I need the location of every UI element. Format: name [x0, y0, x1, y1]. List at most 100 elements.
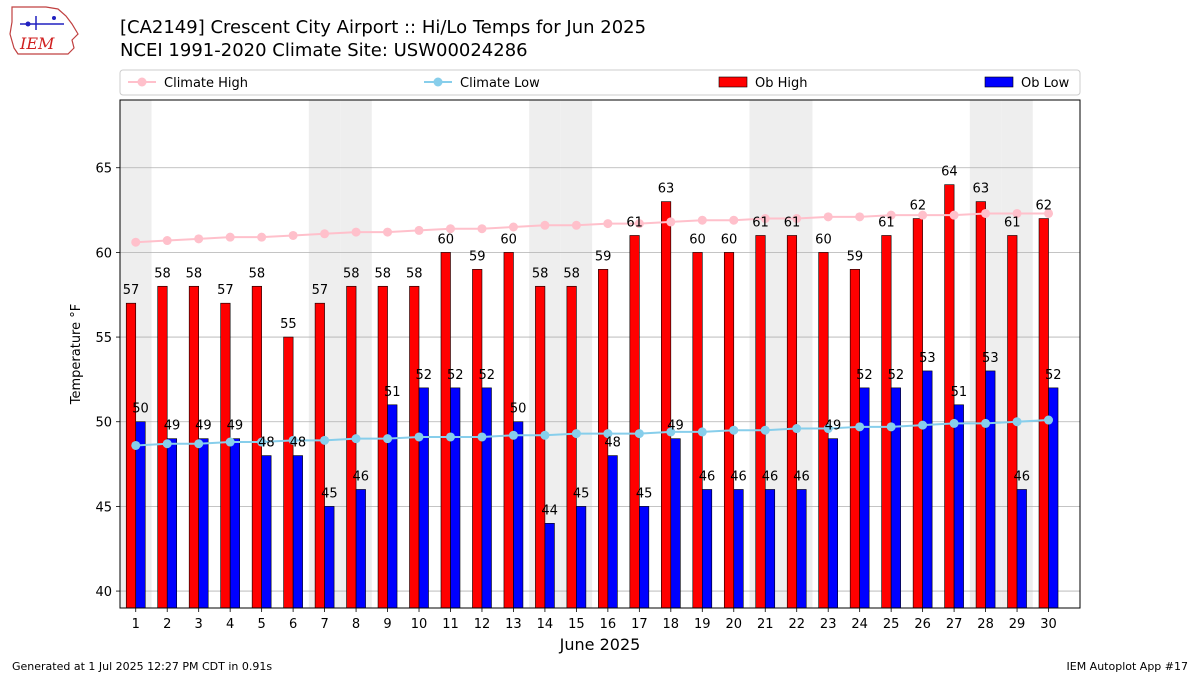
climate-low-point	[792, 424, 802, 434]
ob-high-label: 55	[280, 317, 297, 332]
ob-high-label: 58	[375, 266, 392, 281]
climate-high-point	[414, 225, 424, 235]
plot-frame	[119, 99, 1081, 609]
ob-low-label: 49	[227, 419, 244, 434]
plot-area: 4045505560655750584958495749584855485745…	[69, 99, 1081, 654]
ob-high-label: 63	[658, 182, 675, 197]
climate-low-point	[162, 439, 172, 449]
x-tick-label: 25	[883, 617, 900, 632]
ob-low-bar	[985, 370, 996, 609]
climate-low-point	[351, 434, 361, 444]
x-tick-label: 22	[788, 617, 805, 632]
legend-climate-high-label: Climate High	[164, 76, 248, 91]
ob-low-label: 50	[132, 402, 149, 417]
ob-high-label: 58	[249, 266, 266, 281]
ob-high-bar	[786, 235, 798, 609]
climate-high-point	[540, 220, 550, 230]
ob-low-label: 53	[982, 351, 999, 366]
ob-low-label: 50	[510, 402, 527, 417]
ob-high-bar	[125, 302, 137, 609]
ob-low-bar	[607, 455, 618, 609]
y-tick-label: 65	[95, 162, 112, 177]
climate-high-point	[225, 232, 235, 242]
ob-low-bar	[764, 489, 776, 609]
ob-high-label: 58	[532, 266, 549, 281]
ob-low-label: 52	[447, 368, 464, 383]
ob-low-label: 49	[164, 419, 181, 434]
ob-low-label: 49	[667, 419, 684, 434]
x-tick-label: 21	[757, 617, 774, 632]
climate-low-point	[257, 437, 267, 447]
ob-high-bar	[346, 285, 357, 609]
x-tick-label: 23	[820, 617, 837, 632]
ob-high-label: 57	[123, 283, 140, 298]
ob-low-label: 52	[856, 368, 873, 383]
chart-title: [CA2149] Crescent City Airport :: Hi/Lo …	[120, 17, 647, 38]
legend-ob-high-label: Ob High	[755, 76, 808, 91]
ob-high-bar	[661, 201, 672, 609]
ob-high-bar	[377, 285, 388, 609]
climate-low-point	[823, 424, 833, 434]
climate-high-point	[760, 214, 770, 224]
climate-high-point	[257, 232, 267, 242]
climate-high-point	[697, 215, 707, 225]
ob-high-bar	[314, 302, 325, 609]
chart-subtitle: NCEI 1991-2020 Climate Site: USW00024286	[120, 40, 528, 61]
climate-high-point	[729, 215, 739, 225]
climate-high-point	[383, 227, 393, 237]
x-tick-label: 2	[163, 617, 171, 632]
climate-high-point	[571, 220, 581, 230]
ob-low-bar	[733, 489, 744, 609]
ob-high-label: 59	[595, 249, 612, 264]
ob-low-bar	[481, 387, 492, 609]
ob-high-label: 59	[469, 249, 486, 264]
y-tick-label: 40	[95, 585, 112, 600]
x-tick-label: 18	[663, 617, 680, 632]
ob-high-bar	[912, 218, 923, 609]
ob-high-label: 62	[1036, 199, 1053, 214]
ob-low-label: 46	[353, 469, 370, 484]
legend-ob-low-swatch	[984, 76, 1014, 88]
ob-low-label: 53	[919, 351, 936, 366]
ob-low-label: 51	[384, 385, 401, 400]
ob-high-bar	[409, 285, 420, 609]
legend-ob-low-label: Ob Low	[1021, 76, 1070, 91]
ob-low-bar	[796, 489, 807, 609]
ob-low-bar	[953, 404, 964, 609]
climate-low-point	[414, 432, 424, 442]
ob-low-label: 52	[888, 368, 905, 383]
ob-high-bar	[503, 252, 514, 609]
ob-high-bar	[535, 285, 546, 609]
climate-high-point	[445, 224, 455, 234]
climate-high-point	[666, 217, 676, 227]
climate-low-point	[886, 422, 896, 432]
climate-low-point	[320, 435, 330, 445]
ob-high-bar	[975, 201, 986, 609]
ob-high-label: 58	[563, 266, 580, 281]
climate-low-point	[540, 430, 550, 440]
ob-low-bar	[890, 387, 901, 609]
climate-high-point	[855, 212, 865, 222]
ob-high-label: 61	[752, 215, 769, 230]
climate-high-point	[823, 212, 833, 222]
climate-high-point	[1044, 208, 1054, 218]
x-tick-label: 15	[568, 617, 585, 632]
climate-high-line	[135, 212, 1049, 244]
climate-low-point	[194, 439, 204, 449]
ob-high-label: 60	[437, 232, 454, 247]
x-tick-label: 16	[600, 617, 617, 632]
ob-high-bar	[566, 285, 577, 609]
ob-high-bar	[220, 302, 231, 609]
climate-low-point	[571, 429, 581, 439]
x-tick-label: 3	[195, 617, 203, 632]
ob-low-label: 52	[415, 368, 432, 383]
ob-low-bar	[229, 438, 240, 609]
app-credit: IEM Autoplot App #17	[1066, 660, 1189, 673]
ob-low-label: 46	[762, 469, 779, 484]
climate-high-point	[288, 230, 298, 240]
climate-low-point	[131, 440, 141, 450]
y-tick-label: 45	[95, 500, 112, 515]
ob-low-bar	[544, 523, 555, 609]
climate-high-point	[194, 234, 204, 244]
